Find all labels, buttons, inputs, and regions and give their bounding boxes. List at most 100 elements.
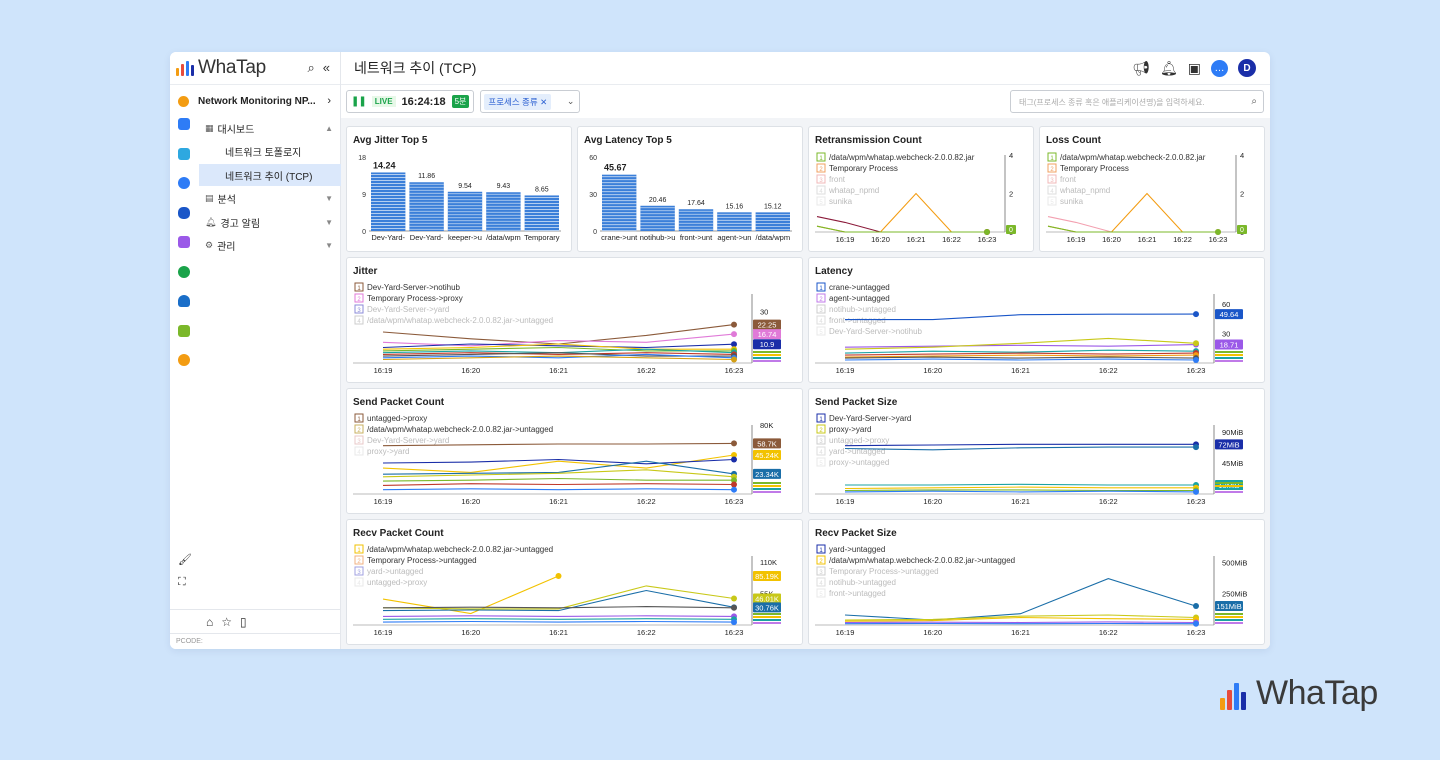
legend-swatch bbox=[816, 577, 826, 587]
y-tick-label: 4 bbox=[1009, 151, 1013, 160]
browser-icon[interactable] bbox=[178, 324, 190, 337]
process-filter[interactable]: 프로세스 종류 ✕ ⌄ bbox=[480, 90, 581, 113]
bell-icon[interactable]: 🔔︎ bbox=[1159, 59, 1178, 76]
legend-swatch bbox=[816, 457, 826, 467]
legend-index: 3 bbox=[819, 570, 823, 576]
database-icon[interactable] bbox=[178, 206, 190, 219]
end-value-stack bbox=[1215, 616, 1243, 618]
x-tick-label: 16:20 bbox=[923, 628, 942, 637]
collapse-icon[interactable]: « bbox=[322, 60, 330, 75]
live-control[interactable]: ❚❚ LIVE 16:24:18 5분 bbox=[346, 90, 475, 113]
y-tick-label: 45MiB bbox=[1222, 459, 1243, 468]
legend-label: whatap_npmd bbox=[828, 186, 879, 195]
fullscreen-icon[interactable]: ⛶ bbox=[178, 576, 186, 588]
series-line bbox=[816, 225, 987, 233]
x-tick-label: 16:22 bbox=[1173, 235, 1192, 244]
card-title: Send Packet Count bbox=[353, 397, 445, 408]
chat-icon[interactable]: … bbox=[1211, 59, 1228, 77]
legend-index: 4 bbox=[1050, 189, 1054, 195]
end-value-label: 151MiB bbox=[1216, 602, 1241, 611]
legend-index: 2 bbox=[357, 428, 361, 434]
legend-swatch bbox=[354, 544, 364, 554]
bell-icon: 🔔︎ bbox=[205, 216, 217, 227]
pause-icon[interactable]: ❚❚ bbox=[351, 96, 367, 107]
live-badge: LIVE bbox=[371, 96, 396, 107]
end-value-badge bbox=[753, 571, 781, 582]
megaphone-icon[interactable]: 📢︎ bbox=[1132, 59, 1150, 76]
chevron-down-icon[interactable]: ⌄ bbox=[566, 96, 575, 106]
x-tick-label: 16:20 bbox=[923, 497, 942, 506]
card-title: Recv Packet Size bbox=[815, 528, 897, 539]
end-value-badge bbox=[1237, 225, 1247, 234]
paint-icon[interactable]: 🖌︎ bbox=[178, 554, 192, 566]
card-latency-top: Avg Latency Top 5 60 30 0 45.67 crane->unt 20.… bbox=[577, 126, 803, 252]
series-line bbox=[844, 337, 1197, 350]
menu-label: 네트워크 추이 (TCP) bbox=[225, 171, 313, 183]
tag-search-input[interactable]: 태그(프로세스 종류 혹은 애플리케이션명)을 입력하세요. ⌕ bbox=[1010, 90, 1264, 113]
series-line bbox=[844, 349, 1197, 354]
project-selector[interactable]: Network Monitoring NP... › bbox=[170, 88, 341, 114]
end-value-stack bbox=[1215, 488, 1243, 490]
x-tick-label: 16:21 bbox=[549, 366, 568, 375]
legend-label: untagged->proxy bbox=[367, 578, 427, 587]
y-tick-label: 30 bbox=[589, 192, 597, 199]
legend-index: 3 bbox=[819, 178, 823, 184]
logo-icon bbox=[176, 60, 194, 76]
globe-icon[interactable] bbox=[178, 265, 190, 278]
legend-label: whatap_npmd bbox=[1059, 186, 1110, 195]
chart-svg: 1 crane->untagged 2 agent->untagged 3 notihub… bbox=[815, 282, 1243, 375]
log-icon[interactable] bbox=[178, 236, 190, 248]
avatar[interactable]: D bbox=[1238, 59, 1256, 77]
series-line bbox=[382, 483, 735, 486]
y-tick-label: 80K bbox=[760, 421, 773, 430]
book-search-icon[interactable]: ▯ bbox=[240, 614, 247, 629]
menu-dashboard[interactable]: ▦ 대시보드 ▲ bbox=[199, 117, 341, 139]
cloud-icon[interactable] bbox=[178, 295, 190, 307]
filter-chip[interactable]: 프로세스 종류 ✕ bbox=[484, 93, 552, 110]
code-icon[interactable] bbox=[178, 118, 190, 130]
x-tick-label: 16:21 bbox=[1011, 628, 1030, 637]
menu-network-trend-tcp[interactable]: 네트워크 추이 (TCP) bbox=[199, 164, 341, 186]
menu-alerts[interactable]: 🔔︎ 경고 알림 ▼ bbox=[199, 211, 341, 233]
logo[interactable]: WhaTap bbox=[170, 52, 340, 85]
series-end-point bbox=[731, 451, 737, 458]
calendar-icon[interactable]: ▣ bbox=[1187, 59, 1201, 76]
x-tick-label: 16:23 bbox=[725, 497, 744, 506]
legend-index: 4 bbox=[819, 581, 823, 587]
legend-swatch bbox=[1047, 196, 1057, 206]
series-line bbox=[382, 575, 559, 615]
x-tick-label: 16:23 bbox=[1187, 628, 1206, 637]
bar bbox=[524, 195, 559, 231]
sidebar: WhaTap ⌕ « Network Monitoring NP... › ▦ 대… bbox=[170, 52, 341, 649]
search-placeholder: 태그(프로세스 종류 혹은 애플리케이션명)을 입력하세요. bbox=[1019, 98, 1205, 107]
y-tick-label: 90MiB bbox=[1222, 428, 1243, 437]
end-value-stack bbox=[753, 482, 781, 484]
x-tick-label: notihub->u bbox=[640, 233, 676, 242]
network-icon[interactable] bbox=[178, 354, 190, 366]
menu-label: 분석 bbox=[217, 195, 236, 206]
legend-swatch bbox=[816, 196, 826, 206]
legend-index: 3 bbox=[357, 570, 361, 576]
legend-label: crane->untagged bbox=[829, 283, 890, 292]
x-tick-label: 16:23 bbox=[978, 235, 997, 244]
legend-label: /data/wpm/whatap.webcheck-2.0.0.82.jar bbox=[829, 153, 975, 162]
kubernetes-icon[interactable] bbox=[178, 177, 190, 189]
duration-badge[interactable]: 5분 bbox=[451, 95, 470, 108]
card-jitter: Jitter 1 Dev-Yard-Server->notihub 2 Temporar… bbox=[346, 257, 803, 383]
home-icon[interactable]: ⌂ bbox=[206, 614, 214, 629]
menu-network-topology[interactable]: 네트워크 토폴로지 bbox=[199, 141, 341, 163]
close-icon[interactable]: ✕ bbox=[540, 96, 548, 107]
search-icon[interactable]: ⌕ bbox=[307, 60, 315, 75]
search-icon[interactable]: ⌕ bbox=[1251, 96, 1257, 107]
series-line bbox=[844, 356, 1197, 359]
star-icon[interactable]: ☆ bbox=[221, 614, 233, 629]
end-value-stack bbox=[753, 613, 781, 615]
server-icon[interactable] bbox=[178, 147, 190, 160]
menu-management[interactable]: ⚙ 관리 ▼ bbox=[199, 235, 341, 257]
menu-analysis[interactable]: ▤ 분석 ▼ bbox=[199, 188, 341, 210]
legend-label: Temporary Process->proxy bbox=[367, 294, 463, 303]
series-line bbox=[844, 354, 1197, 358]
end-value-badge bbox=[753, 593, 781, 604]
end-value-stack bbox=[1215, 613, 1243, 615]
legend-swatch bbox=[1047, 185, 1057, 195]
